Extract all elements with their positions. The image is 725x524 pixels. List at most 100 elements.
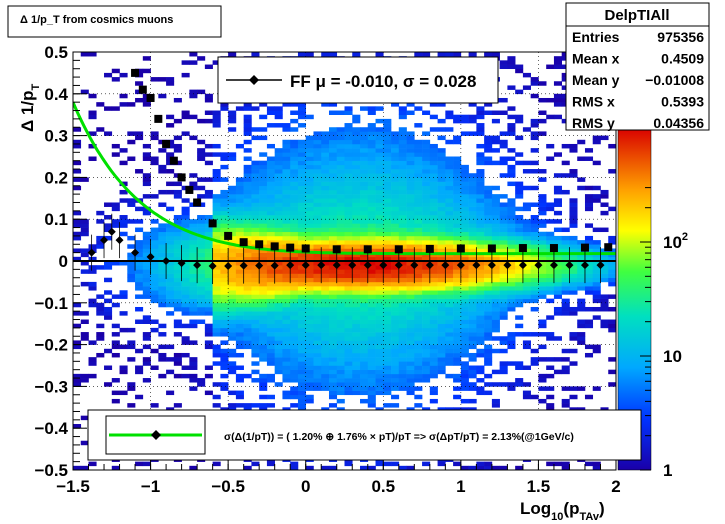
heatmap-cell	[437, 185, 446, 191]
heatmap-cell	[150, 235, 159, 241]
heatmap-cell	[491, 294, 500, 299]
heatmap-cell	[197, 302, 206, 308]
heatmap-cell	[569, 143, 578, 149]
heatmap-cell	[577, 298, 586, 304]
heatmap-cell	[553, 286, 562, 291]
heatmap-cell	[360, 390, 369, 396]
mean-point	[270, 261, 279, 270]
heatmap-cell	[266, 265, 275, 270]
heatmap-cell	[507, 382, 516, 387]
heatmap-cell	[266, 281, 275, 287]
heatmap-cell	[251, 403, 260, 408]
heatmap-cell	[220, 248, 229, 253]
heatmap-cell	[251, 311, 260, 316]
heatmap-cell	[259, 102, 268, 107]
heatmap-cell	[266, 403, 275, 408]
heatmap-cell	[235, 215, 244, 220]
heatmap-cell	[282, 336, 291, 341]
heatmap-cell	[383, 302, 392, 308]
heatmap-cell	[80, 223, 89, 228]
heatmap-cell	[577, 340, 586, 345]
heatmap-cell	[305, 185, 314, 191]
mean-point	[363, 261, 372, 270]
heatmap-cell	[367, 315, 376, 320]
heatmap-cell	[476, 143, 485, 149]
heatmap-cell	[220, 298, 229, 304]
heatmap-cell	[344, 206, 353, 212]
heatmap-cell	[530, 273, 539, 279]
heatmap-cell	[150, 348, 159, 354]
heatmap-cell	[515, 181, 524, 187]
heatmap-cell	[507, 106, 516, 111]
heatmap-cell	[297, 139, 307, 145]
heatmap-cell	[220, 189, 229, 195]
mean-point	[317, 261, 326, 270]
heatmap-cell	[414, 256, 423, 262]
heatmap-cell	[259, 231, 268, 237]
heatmap-cell	[96, 265, 105, 270]
heatmap-cell	[445, 127, 454, 132]
heatmap-cell	[80, 219, 89, 224]
heatmap-cell	[251, 286, 260, 291]
heatmap-cell	[577, 332, 586, 337]
heatmap-cell	[259, 194, 268, 199]
heatmap-cell	[111, 294, 120, 299]
heatmap-cell	[197, 248, 206, 253]
heatmap-cell	[274, 294, 283, 299]
heatmap-cell	[181, 114, 190, 120]
heatmap-cell	[127, 273, 136, 279]
mean-point	[115, 236, 124, 245]
stats-box	[565, 2, 710, 131]
heatmap-cell	[197, 265, 206, 270]
mean-point	[193, 261, 202, 270]
heatmap-cell	[259, 160, 268, 166]
heatmap-cell	[282, 189, 291, 195]
heatmap-cell	[499, 160, 508, 166]
heatmap-cell	[297, 398, 307, 404]
heatmap-cell	[321, 189, 330, 195]
heatmap-cell	[484, 302, 493, 308]
heatmap-cell	[220, 269, 229, 274]
heatmap-cell	[96, 240, 105, 245]
title-box	[7, 5, 222, 38]
heatmap-cell	[406, 152, 415, 157]
heatmap-cell	[453, 240, 462, 245]
heatmap-cell	[367, 269, 376, 274]
heatmap-cell	[530, 231, 539, 237]
heatmap-cell	[111, 302, 120, 308]
heatmap-cell	[212, 244, 221, 249]
heatmap-cell	[220, 265, 229, 270]
heatmap-cell	[297, 378, 307, 383]
heatmap-cell	[453, 156, 462, 161]
heatmap-cell	[600, 210, 609, 216]
heatmap-cell	[305, 235, 314, 241]
heatmap-cell	[406, 194, 415, 199]
heatmap-cell	[142, 315, 151, 320]
heatmap-cell	[189, 302, 198, 308]
heatmap-cell	[391, 290, 400, 295]
heatmap-cell	[204, 327, 213, 333]
heatmap-cell	[538, 332, 547, 337]
heatmap-cell	[398, 135, 407, 141]
heatmap-cell	[173, 256, 182, 262]
heatmap-cell	[414, 294, 423, 299]
heatmap-cell	[468, 202, 477, 207]
heatmap-cell	[282, 252, 291, 258]
heatmap-cell	[553, 235, 562, 241]
heatmap-cell	[398, 194, 407, 199]
mean-point	[503, 261, 512, 270]
heatmap-cell	[344, 311, 353, 316]
heatmap-cell	[313, 319, 322, 324]
heatmap-cell	[584, 256, 594, 262]
heatmap-cell	[561, 277, 570, 283]
heatmap-cell	[367, 185, 376, 191]
heatmap-cell	[336, 369, 345, 375]
heatmap-cell	[305, 177, 314, 182]
heatmap-cell	[290, 227, 299, 233]
heatmap-cell	[375, 352, 384, 358]
heatmap-cell	[422, 323, 431, 329]
heatmap-cell	[507, 206, 516, 212]
heatmap-cell	[80, 269, 89, 274]
heatmap-cell	[367, 265, 376, 270]
heatmap-cell	[383, 332, 392, 337]
